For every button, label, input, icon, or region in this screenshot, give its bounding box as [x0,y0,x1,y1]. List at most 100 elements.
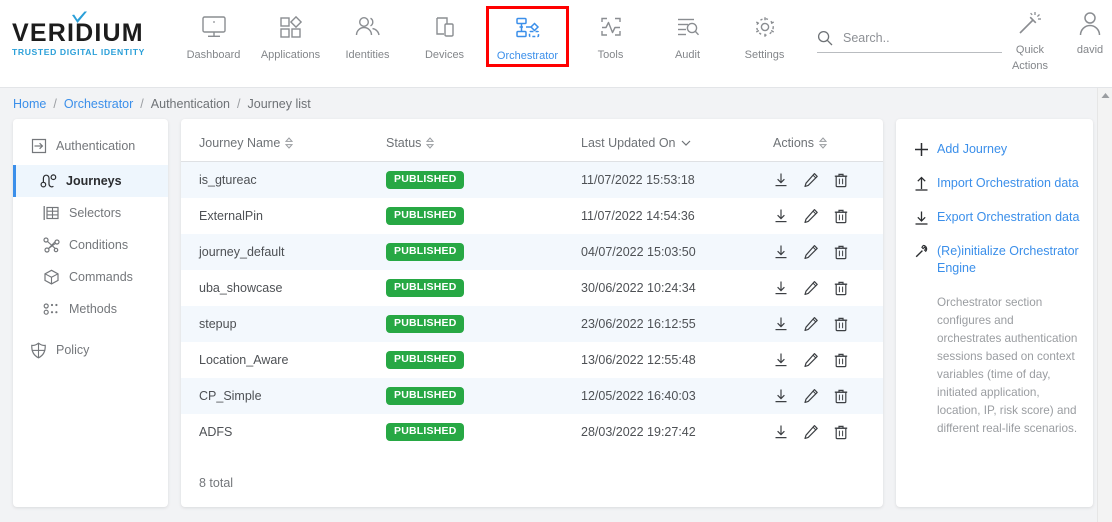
import-orchestration-data-button[interactable]: Import Orchestration data [914,175,1081,192]
pencil-icon[interactable] [803,244,819,260]
import-orchestration-data-label: Import Orchestration data [937,176,1079,190]
row-actions [773,172,883,188]
cell-journey-name: CP_Simple [199,388,262,403]
user-menu[interactable]: david [1062,10,1112,58]
table-row[interactable]: CP_Simple PUBLISHED 12/05/2022 16:40:03 [181,377,883,414]
nav-item-dashboard[interactable]: Dashboard [175,6,252,65]
download-icon[interactable] [773,388,789,404]
journey-list-panel: Journey Name S [181,119,883,507]
nav-item-applications[interactable]: Applications [252,6,329,65]
sidebar-item-methods[interactable]: Methods [13,293,168,325]
nav-item-devices[interactable]: Devices [406,6,483,65]
pencil-icon[interactable] [803,424,819,440]
export-orchestration-data-label: Export Orchestration data [937,210,1080,224]
sidebar-item-label: Methods [69,302,117,316]
breadcrumb-item-journey-list: Journey list [247,96,311,111]
pencil-icon[interactable] [803,172,819,188]
app-header: VERIDIUM TRUSTED DIGITAL IDENTITY Dashb [0,0,1112,88]
triangle-up-icon[interactable] [1098,88,1112,103]
sidebar-item-commands[interactable]: Commands [13,261,168,293]
status-badge: PUBLISHED [386,278,465,297]
column-header-status[interactable]: Status [386,119,581,162]
policy-shield-icon [30,341,47,359]
cell-journey-name: journey_default [199,244,285,259]
sidebar-item-conditions[interactable]: Conditions [13,229,168,261]
journeys-icon [40,173,57,189]
sidebar-item-selectors[interactable]: Selectors [13,197,168,229]
pencil-icon[interactable] [803,388,819,404]
table-row[interactable]: stepup PUBLISHED 23/06/2022 16:12:55 [181,305,883,342]
nav-item-settings[interactable]: Settings [726,6,803,65]
commands-cube-icon [43,269,60,285]
pencil-icon[interactable] [803,352,819,368]
trash-icon[interactable] [833,424,849,440]
breadcrumb-separator: / [140,96,144,111]
trash-icon[interactable] [833,388,849,404]
brand-logo[interactable]: VERIDIUM TRUSTED DIGITAL IDENTITY [0,0,175,58]
sidebar-item-label: Selectors [69,206,122,220]
trash-icon[interactable] [833,316,849,332]
sidebar-item-policy[interactable]: Policy [13,334,168,366]
row-actions [773,388,883,404]
table-body: is_gtureac PUBLISHED 11/07/2022 15:53:18 Ex… [181,161,883,450]
reinitialize-orchestrator-engine-button[interactable]: (Re)initialize Orchestrator Engine [914,243,1081,277]
nav-label: Settings [744,49,785,61]
column-header-actions[interactable]: Actions [773,119,883,162]
trash-icon[interactable] [833,280,849,296]
cell-actions [773,306,883,342]
column-header-last-updated-on[interactable]: Last Updated On [581,119,773,162]
column-label: Last Updated On [581,136,676,150]
breadcrumb-item-orchestrator[interactable]: Orchestrator [63,96,134,111]
download-icon[interactable] [773,244,789,260]
download-icon[interactable] [773,316,789,332]
nav-item-identities[interactable]: Identities [329,6,406,65]
journey-table: Journey Name S [181,119,883,450]
nav-item-orchestrator[interactable]: Orchestrator [486,6,569,67]
breadcrumb-item-home[interactable]: Home [13,96,47,111]
table-row[interactable]: ExternalPin PUBLISHED 11/07/2022 14:54:36 [181,198,883,234]
table-row[interactable]: journey_default PUBLISHED 04/07/2022 15:03… [181,233,883,270]
export-orchestration-data-button[interactable]: Export Orchestration data [914,209,1081,226]
download-icon[interactable] [773,208,789,224]
download-icon[interactable] [773,172,789,188]
download-icon[interactable] [773,424,789,440]
status-badge: PUBLISHED [386,170,465,189]
sidebar-item-journeys[interactable]: Journeys [13,165,168,197]
pencil-icon[interactable] [803,316,819,332]
wrench-icon [914,243,929,259]
global-search[interactable] [817,30,1002,53]
trash-icon[interactable] [833,172,849,188]
row-actions [773,424,883,440]
trash-icon[interactable] [833,244,849,260]
cell-last-updated-on: 13/06/2022 12:55:48 [581,352,696,367]
sidebar-item-authentication[interactable]: Authentication [13,130,168,162]
download-icon[interactable] [773,280,789,296]
nav-item-audit[interactable]: Audit [649,6,726,65]
column-label: Status [386,136,422,150]
trash-icon[interactable] [833,352,849,368]
right-action-panel: Add Journey Import Orchestration data [896,119,1093,507]
table-row[interactable]: Location_Aware PUBLISHED 13/06/2022 12:55:… [181,342,883,378]
upload-icon [914,175,929,191]
table-row[interactable]: is_gtureac PUBLISHED 11/07/2022 15:53:18 [181,161,883,198]
add-journey-button[interactable]: Add Journey [914,141,1081,158]
logo-check-icon [72,11,87,23]
header-right-actions: Quick Actions david [1002,0,1112,74]
cell-status: PUBLISHED [386,162,581,198]
pencil-icon[interactable] [803,280,819,296]
search-input[interactable] [843,31,983,45]
cell-status: PUBLISHED [386,342,581,378]
sidebar-item-label: Conditions [69,238,129,252]
nav-label: Devices [424,49,465,61]
nav-item-tools[interactable]: Tools [572,6,649,65]
breadcrumb: Home / Orchestrator / Authentication / J… [0,88,1112,119]
table-row[interactable]: ADFS PUBLISHED 28/03/2022 19:27:42 [181,414,883,450]
download-icon[interactable] [773,352,789,368]
cell-status: PUBLISHED [386,234,581,270]
trash-icon[interactable] [833,208,849,224]
page-scrollbar[interactable] [1097,88,1112,522]
quick-actions-button[interactable]: Quick Actions [1002,10,1058,74]
table-row[interactable]: uba_showcase PUBLISHED 30/06/2022 10:24:34 [181,270,883,306]
column-header-journey-name[interactable]: Journey Name [181,119,386,162]
pencil-icon[interactable] [803,208,819,224]
